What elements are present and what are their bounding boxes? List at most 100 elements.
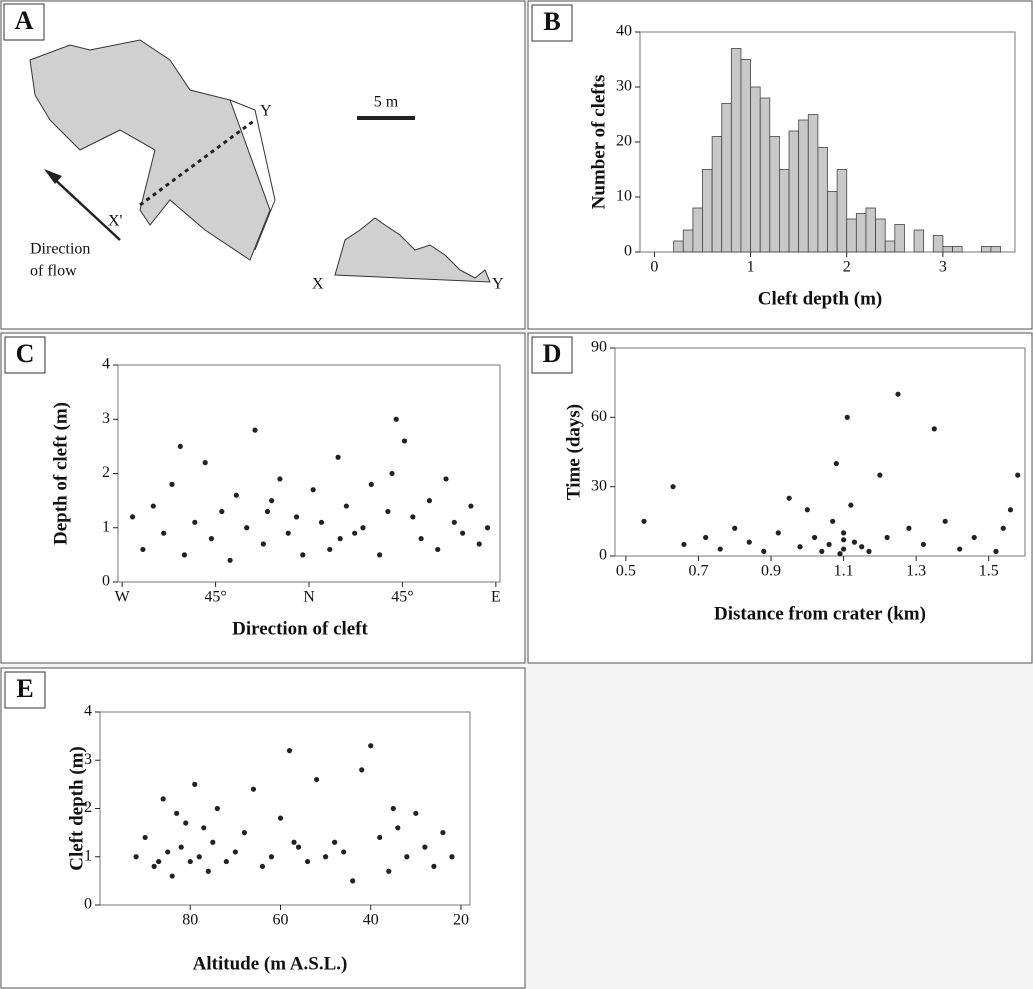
point (233, 492, 239, 498)
point (160, 796, 166, 802)
x-tick-label: W (115, 589, 131, 606)
cleft-map (29, 39, 271, 261)
point (332, 839, 338, 845)
x-tick-label: 1 (747, 259, 755, 276)
point (840, 530, 847, 536)
x-axis-label: Direction of cleft (232, 618, 368, 639)
y-tick-label: 90 (591, 339, 607, 356)
point (140, 546, 146, 553)
flow-arrow (49, 174, 121, 241)
y-tick-label: 0 (599, 547, 607, 564)
point (187, 858, 193, 865)
panel-letter: B (543, 7, 560, 36)
point (202, 460, 208, 466)
bar (682, 229, 694, 253)
point (285, 530, 291, 536)
bar (750, 86, 761, 253)
y-tick-label: 0 (624, 243, 632, 260)
point (385, 508, 391, 515)
point (295, 844, 302, 850)
point (404, 854, 410, 860)
point (293, 514, 300, 520)
bar (769, 136, 780, 253)
point (877, 472, 883, 478)
y-tick-label: 30 (591, 477, 607, 494)
x-tick-label: 0 (650, 259, 658, 276)
x-tick-label: 1.5 (979, 563, 999, 580)
bar (798, 119, 809, 253)
point (129, 514, 136, 520)
point (746, 539, 752, 545)
point (156, 858, 162, 865)
panel-letter-box (4, 336, 46, 374)
y-tick-label: 3 (102, 410, 110, 427)
x-axis-label: Cleft depth (m) (758, 288, 883, 309)
y-axis-label: Time (days) (563, 404, 584, 500)
x-tick-label: 2 (843, 259, 851, 276)
y-tick-label: 1 (102, 518, 110, 535)
bar (913, 229, 925, 253)
point (390, 805, 396, 812)
bar (827, 191, 838, 253)
panel-frame (527, 0, 1033, 330)
x-axis-label: Altitude (m A.S.L.) (193, 953, 348, 974)
point (181, 552, 188, 558)
point (410, 514, 416, 520)
point (174, 810, 180, 816)
point (717, 546, 723, 552)
point (360, 525, 366, 531)
panel-letter: D (543, 339, 562, 368)
point (165, 849, 171, 855)
point (859, 544, 865, 550)
point (395, 825, 401, 831)
y-tick-label: 4 (84, 703, 92, 720)
point (703, 534, 709, 541)
point (670, 484, 676, 490)
panel-frame (527, 332, 1033, 664)
panel-letter-box (531, 4, 573, 42)
point (223, 858, 229, 865)
point (435, 546, 441, 553)
panel-letter: C (16, 339, 35, 368)
bar (779, 169, 790, 253)
point (732, 525, 738, 531)
y-tick-label: 10 (616, 188, 632, 205)
point (840, 537, 847, 543)
point (440, 830, 446, 836)
point (895, 391, 901, 397)
point (1015, 472, 1021, 478)
bar (721, 103, 732, 253)
point (260, 541, 266, 547)
bar (894, 224, 905, 253)
point (775, 530, 781, 536)
point (418, 536, 424, 542)
point (681, 541, 687, 548)
point (241, 830, 247, 836)
point (830, 518, 836, 524)
x-tick-label: E (491, 589, 501, 606)
point (277, 476, 283, 482)
y-tick-label: 3 (84, 751, 92, 768)
cross-section (334, 217, 491, 283)
point (335, 454, 341, 460)
x-axis-label: Distance from crater (km) (714, 603, 926, 624)
point (376, 552, 383, 558)
point (151, 863, 157, 870)
point (449, 854, 455, 860)
point (227, 557, 233, 563)
point (920, 541, 927, 548)
bar (730, 48, 742, 253)
point (866, 548, 872, 554)
point (761, 548, 767, 554)
y-axis-label: Number of clefts (588, 75, 609, 210)
bar (932, 235, 944, 253)
point (797, 544, 803, 550)
point (393, 416, 399, 422)
point (352, 530, 358, 536)
x-tick-label: 0.9 (761, 563, 781, 580)
point (641, 518, 647, 524)
panel-a: A Y X' Direction of flow 5 m X Y (0, 0, 526, 330)
point (337, 536, 343, 542)
point (341, 849, 347, 855)
point (451, 519, 457, 525)
